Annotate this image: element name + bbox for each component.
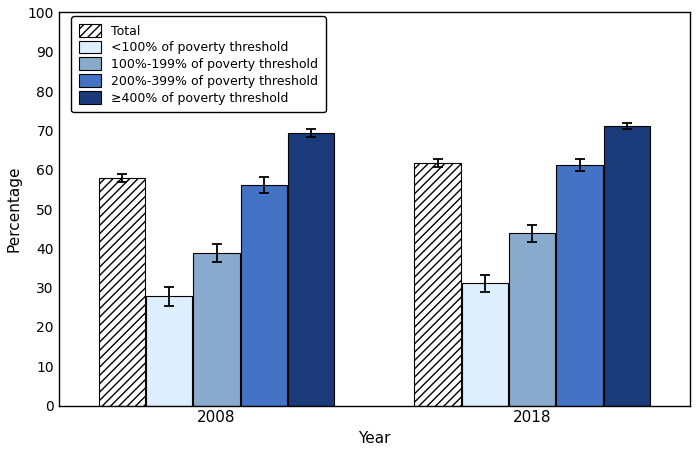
Y-axis label: Percentage: Percentage	[7, 166, 22, 252]
Bar	[146, 296, 192, 405]
Bar	[240, 185, 287, 405]
Legend: Total, <100% of poverty threshold, 100%-199% of poverty threshold, 200%-399% of : Total, <100% of poverty threshold, 100%-…	[71, 16, 326, 112]
X-axis label: Year: Year	[358, 431, 390, 446]
Bar	[288, 133, 335, 405]
Bar	[193, 253, 240, 405]
Bar	[414, 163, 461, 405]
Bar	[99, 178, 145, 405]
Bar	[604, 125, 650, 405]
Bar	[556, 165, 603, 405]
Bar	[461, 284, 508, 405]
Bar	[509, 233, 556, 405]
